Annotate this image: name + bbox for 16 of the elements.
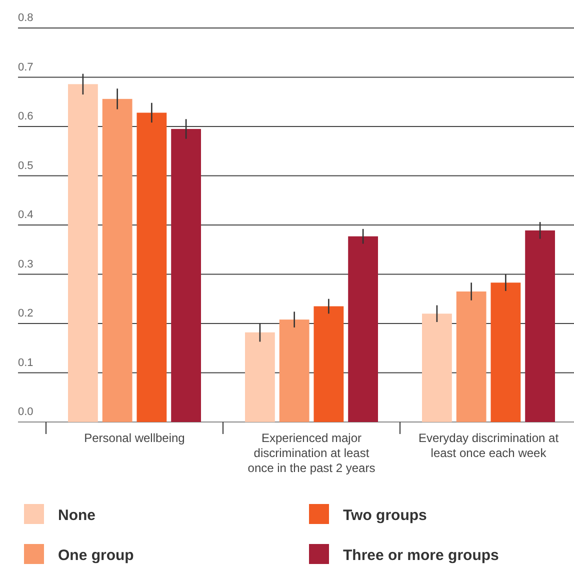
- legend-label: Three or more groups: [343, 547, 499, 564]
- x-tick-label: Everyday discrimination at least once each week: [418, 431, 560, 460]
- y-tick-label: 0.2: [18, 308, 34, 320]
- y-tick-label: 0.1: [18, 356, 34, 369]
- y-tick-label: 0.7: [18, 61, 34, 74]
- legend-label: None: [58, 507, 96, 524]
- y-tick-label: 0.8: [18, 12, 34, 24]
- y-tick-label: 0.5: [18, 160, 34, 172]
- legend-label: Two groups: [343, 507, 427, 524]
- x-tick-label: Personal wellbeing: [84, 431, 185, 445]
- y-tick-label: 0.6: [18, 110, 34, 122]
- legend-label: One group: [58, 547, 134, 564]
- x-tick-label: Experienced major discrimination at least once in the past 2 years: [248, 431, 376, 475]
- y-tick-label: 0.4: [18, 209, 34, 221]
- y-tick-label: 0.3: [18, 258, 34, 270]
- y-tick-label: 0.0: [18, 406, 34, 418]
